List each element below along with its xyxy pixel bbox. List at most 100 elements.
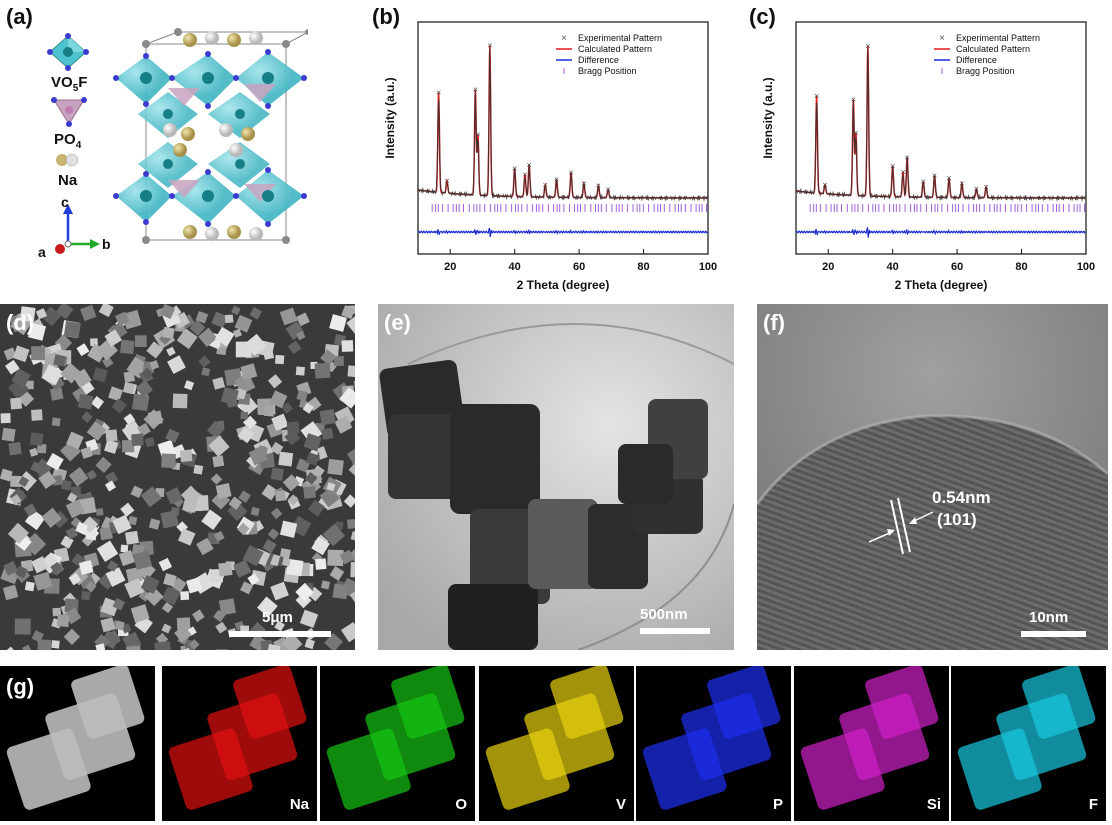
sem-particle bbox=[81, 590, 91, 601]
panel-label-a: (a) bbox=[6, 4, 33, 29]
sem-particle bbox=[31, 556, 49, 574]
sem-particle bbox=[237, 522, 250, 536]
sem-particle bbox=[95, 643, 106, 650]
sem-particle bbox=[270, 441, 284, 455]
sem-particle bbox=[224, 314, 234, 324]
eds-element-label: V bbox=[615, 796, 626, 813]
eds-map-si: Si bbox=[794, 666, 949, 821]
sem-particle bbox=[216, 649, 228, 650]
scalebar-label-f: 10nm bbox=[1029, 609, 1069, 626]
sem-particle bbox=[302, 402, 314, 414]
sem-particle bbox=[148, 518, 161, 530]
sem-particle bbox=[320, 349, 337, 366]
sem-particle bbox=[8, 442, 22, 456]
y-axis-label: Intensity (a.u.) bbox=[383, 77, 397, 158]
sem-particle bbox=[270, 467, 284, 481]
sem-particle bbox=[95, 508, 104, 516]
sem-image-panel-d: (d) 5μm bbox=[0, 304, 355, 650]
legend-entry: Calculated Pattern bbox=[578, 44, 652, 54]
sem-particle bbox=[56, 614, 70, 627]
sem-particle bbox=[112, 514, 132, 535]
sem-particle bbox=[321, 427, 334, 440]
sem-particle bbox=[106, 560, 119, 572]
sem-particle bbox=[132, 550, 153, 570]
sem-particle bbox=[35, 308, 47, 320]
sem-particle bbox=[5, 359, 20, 375]
sem-particle bbox=[65, 499, 85, 519]
experimental-peak-marker: × bbox=[932, 170, 937, 180]
bragg-position-ticks bbox=[809, 204, 1085, 212]
sem-particle bbox=[19, 306, 36, 322]
experimental-peak-marker: × bbox=[890, 161, 895, 171]
eds-particle-shape bbox=[6, 666, 145, 810]
experimental-peak-marker: × bbox=[865, 41, 870, 51]
y-axis-label: Intensity (a.u.) bbox=[761, 77, 775, 158]
x-tick-label: 100 bbox=[1077, 261, 1095, 273]
experimental-peak-marker: × bbox=[512, 163, 517, 173]
sem-particle bbox=[65, 526, 79, 540]
sem-particle bbox=[334, 415, 353, 434]
sem-particle bbox=[247, 573, 260, 586]
sem-particle bbox=[165, 428, 180, 443]
experimental-peak-marker: × bbox=[814, 91, 819, 101]
sem-particle bbox=[108, 386, 123, 402]
sem-particle bbox=[27, 322, 46, 341]
sem-particle bbox=[332, 583, 349, 600]
sem-particle bbox=[311, 536, 330, 556]
sem-particle bbox=[248, 446, 268, 466]
sem-particle bbox=[68, 466, 89, 487]
sem-particle bbox=[349, 588, 355, 604]
sem-particle bbox=[30, 461, 42, 473]
sem-particle bbox=[279, 307, 298, 326]
sem-particle bbox=[281, 402, 294, 414]
legend-experimental-marker: × bbox=[939, 33, 945, 44]
sem-particle bbox=[166, 346, 176, 357]
sem-particle bbox=[212, 455, 225, 468]
panel-label-b: (b) bbox=[372, 4, 401, 29]
sem-particle bbox=[220, 387, 239, 406]
sem-particle bbox=[296, 312, 310, 327]
experimental-peak-marker: × bbox=[946, 173, 951, 183]
sem-particle bbox=[96, 540, 119, 562]
x-tick-label: 20 bbox=[822, 261, 834, 273]
sem-particle bbox=[250, 506, 260, 517]
plot-frame bbox=[795, 21, 1087, 255]
sem-particle bbox=[2, 584, 19, 601]
x-tick-label: 60 bbox=[951, 261, 963, 273]
sem-particle bbox=[240, 581, 254, 595]
sem-particle bbox=[347, 365, 355, 378]
sem-particle bbox=[121, 439, 135, 453]
x-tick-label: 100 bbox=[699, 261, 717, 273]
sem-particle bbox=[215, 483, 232, 499]
sem-particle bbox=[326, 482, 336, 492]
sem-particle bbox=[281, 557, 291, 567]
sem-particle bbox=[14, 565, 28, 579]
sem-particle bbox=[171, 577, 187, 593]
sem-particle bbox=[161, 586, 181, 606]
sem-particle bbox=[0, 468, 13, 482]
sem-particle bbox=[296, 389, 308, 402]
experimental-peak-marker: × bbox=[473, 85, 478, 95]
sem-particle bbox=[53, 354, 66, 367]
eds-map-p: P bbox=[636, 666, 791, 821]
sem-particle bbox=[120, 339, 135, 355]
sem-particle bbox=[122, 381, 136, 395]
eds-particle-shape bbox=[326, 666, 465, 810]
sem-particle bbox=[22, 644, 32, 650]
sem-particle bbox=[10, 397, 23, 410]
sem-particle bbox=[120, 544, 129, 553]
sem-particle bbox=[343, 494, 355, 508]
panel-label-c: (c) bbox=[749, 4, 776, 29]
sem-particle bbox=[327, 549, 344, 567]
x-tick-label: 20 bbox=[444, 261, 456, 273]
legend-entry: Bragg Position bbox=[578, 66, 637, 76]
sem-particle bbox=[261, 484, 278, 501]
structure-legend-icons bbox=[47, 33, 100, 254]
sem-particle bbox=[147, 410, 163, 426]
hrtem-lattice bbox=[757, 304, 1108, 650]
sem-particle bbox=[284, 429, 301, 446]
sem-particle bbox=[25, 380, 34, 390]
sem-particle bbox=[3, 560, 19, 576]
legend-na-label: Na bbox=[58, 172, 78, 189]
sem-particle bbox=[149, 360, 160, 370]
